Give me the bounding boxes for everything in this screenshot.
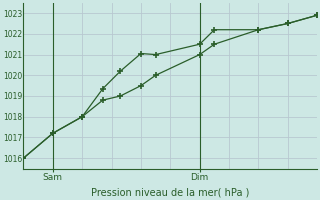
X-axis label: Pression niveau de la mer( hPa ): Pression niveau de la mer( hPa ) [91, 187, 250, 197]
